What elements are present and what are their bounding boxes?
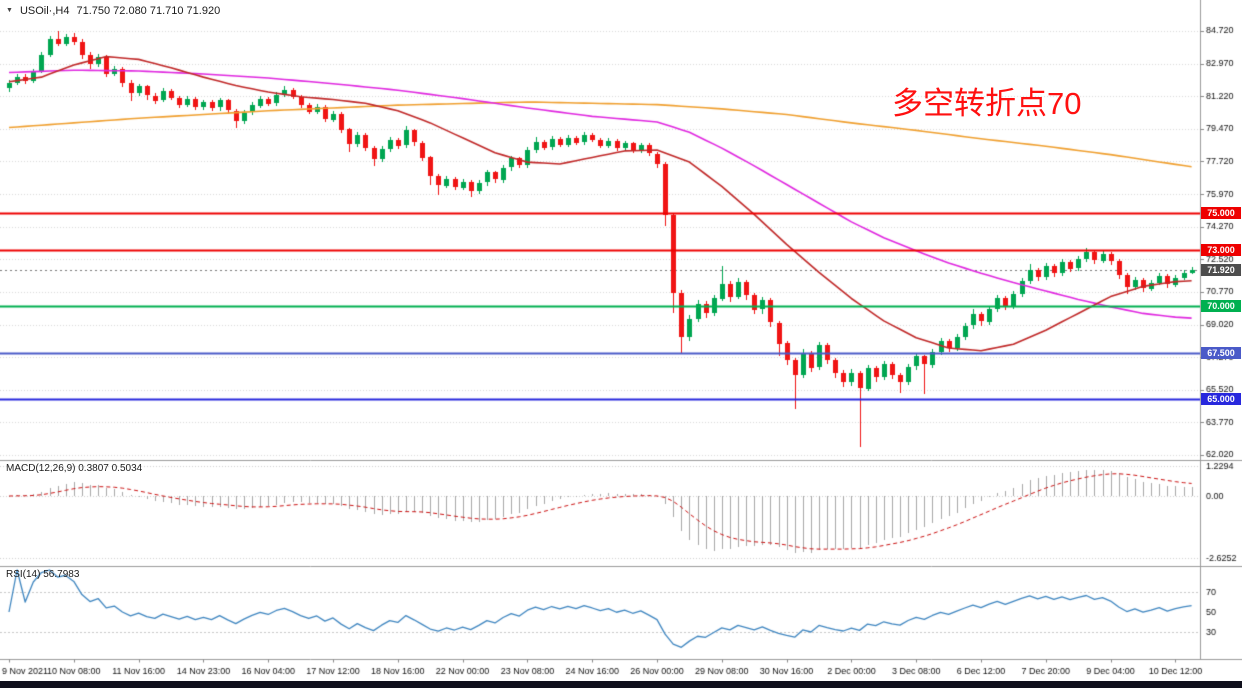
price-level-badge-75: 75.000 xyxy=(1201,206,1241,219)
current-price-badge: 71.920 xyxy=(1201,264,1241,277)
rsi-indicator-header: RSI(14) 56.7983 xyxy=(6,569,80,580)
price-level-badge-70: 70.000 xyxy=(1201,299,1241,312)
chart-annotation-text: 多空转折点70 xyxy=(892,86,1082,121)
symbol-timeframe-label: USOil·,H4 xyxy=(19,5,70,17)
price-level-badge-65: 65.000 xyxy=(1201,393,1241,406)
chart-header: ▼ USOil·,H4 71.750 72.080 71.710 71.920 xyxy=(6,5,220,17)
bottom-bar xyxy=(0,681,1242,688)
ohlc-values: 71.750 72.080 71.710 71.920 xyxy=(76,5,221,17)
macd-indicator-header: MACD(12,26,9) 0.3807 0.5034 xyxy=(6,463,143,474)
chart-dropdown-icon[interactable]: ▼ xyxy=(6,6,13,14)
price-level-badge-73: 73.000 xyxy=(1201,243,1241,256)
price-level-badge-67-5: 67.500 xyxy=(1201,346,1241,359)
